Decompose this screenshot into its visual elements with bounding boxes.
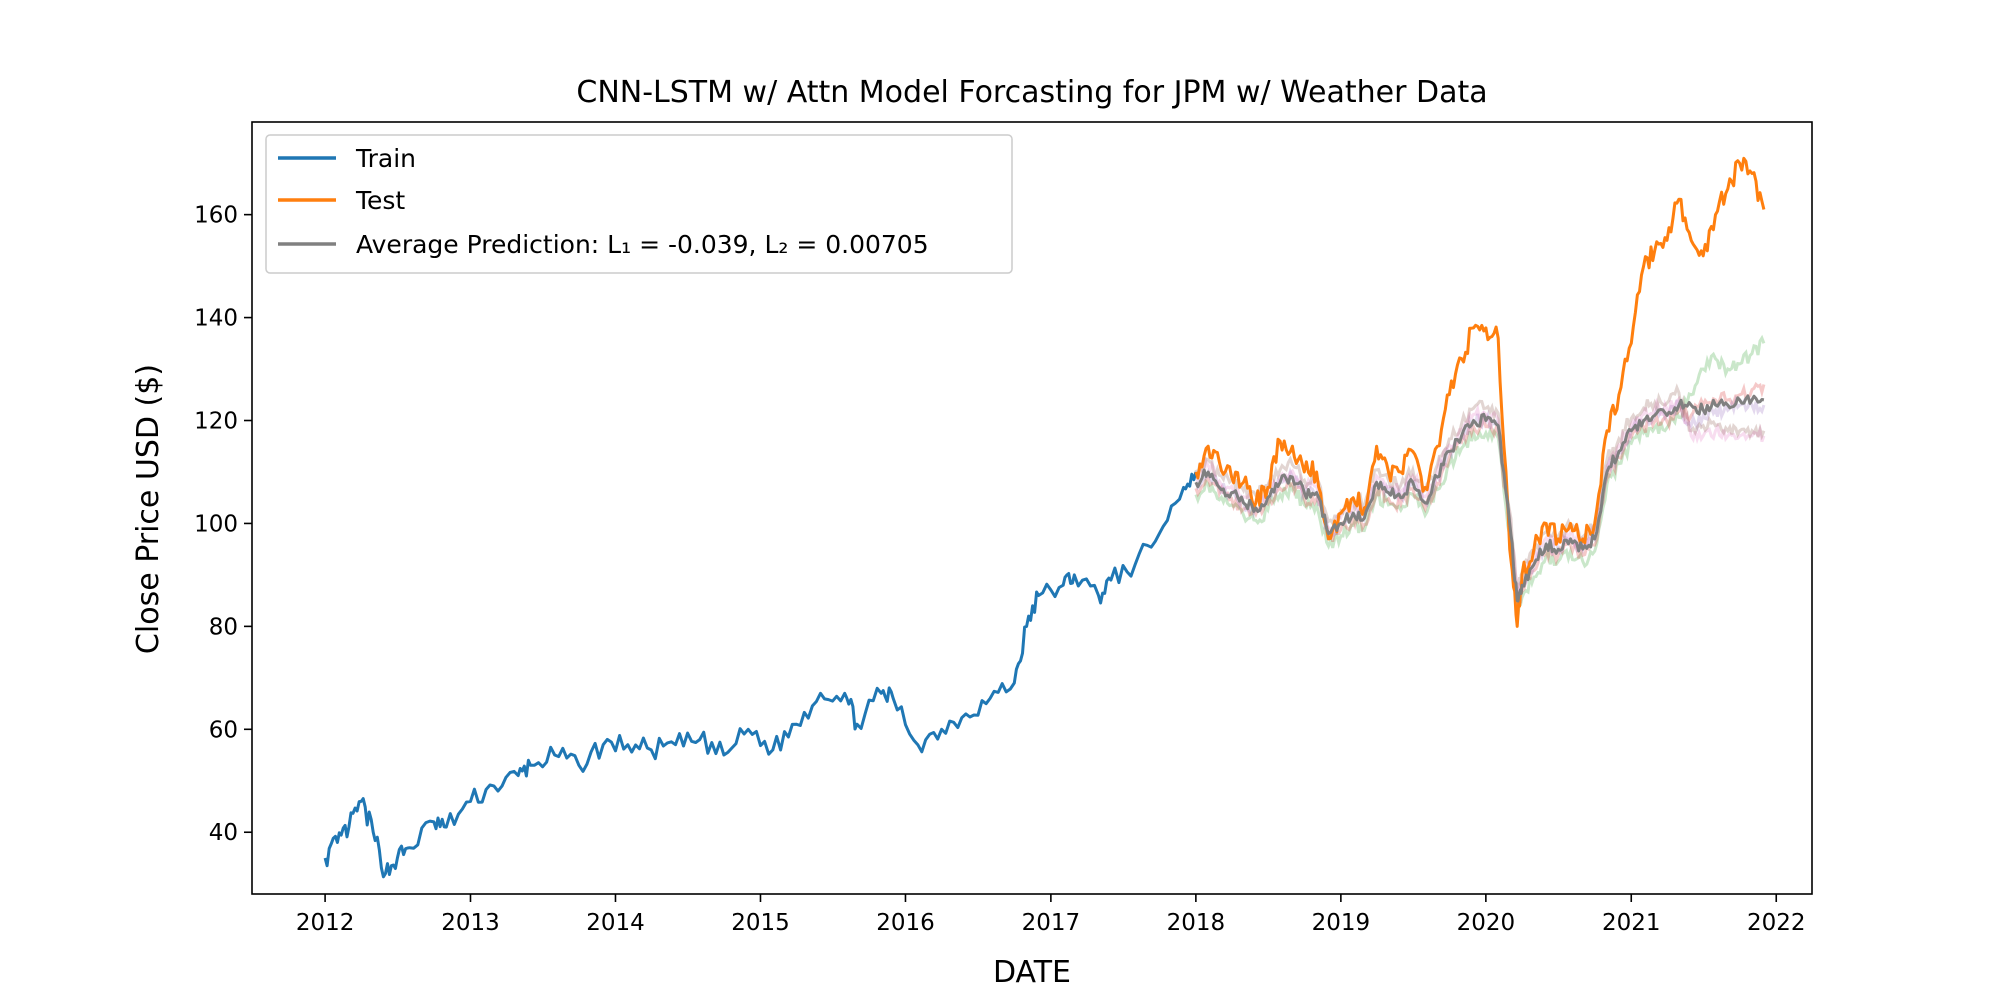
prediction-run-line bbox=[1194, 334, 1766, 616]
y-tick-label: 100 bbox=[194, 511, 238, 537]
series-lines bbox=[323, 156, 1766, 879]
plot-frame bbox=[251, 121, 1813, 895]
x-tick-label: 2012 bbox=[296, 910, 355, 936]
x-tick-label: 2016 bbox=[876, 910, 935, 936]
chart-title: CNN-LSTM w/ Attn Model Forcasting for JP… bbox=[576, 75, 1487, 110]
legend: Train Test Average Prediction: L₁ = -0.0… bbox=[265, 134, 1013, 274]
x-tick-label: 2017 bbox=[1022, 910, 1081, 936]
series-line-train bbox=[323, 471, 1198, 879]
y-tick-label: 120 bbox=[194, 409, 238, 435]
legend-box bbox=[265, 134, 1013, 274]
prediction-run-line bbox=[1194, 395, 1766, 597]
y-tick-label: 80 bbox=[209, 614, 238, 640]
y-axis-label: Close Price USD ($) bbox=[131, 364, 166, 654]
series-line-average-prediction bbox=[1194, 394, 1765, 603]
prediction-run-line bbox=[1194, 381, 1766, 608]
x-tick-label: 2019 bbox=[1312, 910, 1371, 936]
x-axis-ticks: 2012 2013 2014 2015 2016 2017 2018 2019 2020 2021… bbox=[296, 894, 1806, 936]
legend-label-test: Test bbox=[355, 186, 405, 215]
y-axis-ticks: 40 60 80 100 120 140 160 bbox=[194, 203, 252, 846]
x-tick-label: 2013 bbox=[441, 910, 500, 936]
x-tick-label: 2021 bbox=[1602, 910, 1661, 936]
legend-label-train: Train bbox=[355, 144, 416, 173]
x-tick-label: 2018 bbox=[1167, 910, 1226, 936]
x-axis-label: DATE bbox=[993, 955, 1071, 990]
y-tick-label: 160 bbox=[194, 203, 238, 229]
y-tick-label: 140 bbox=[194, 306, 238, 332]
series-line-test bbox=[1194, 156, 1766, 628]
x-tick-label: 2020 bbox=[1457, 910, 1516, 936]
y-tick-label: 40 bbox=[209, 820, 238, 846]
x-tick-label: 2015 bbox=[731, 910, 790, 936]
x-tick-label: 2014 bbox=[586, 910, 645, 936]
prediction-run-line bbox=[1194, 383, 1766, 589]
legend-label-average-prediction: Average Prediction: L₁ = -0.039, L₂ = 0.… bbox=[356, 230, 929, 259]
y-tick-label: 60 bbox=[209, 717, 238, 743]
x-tick-label: 2022 bbox=[1747, 910, 1806, 936]
